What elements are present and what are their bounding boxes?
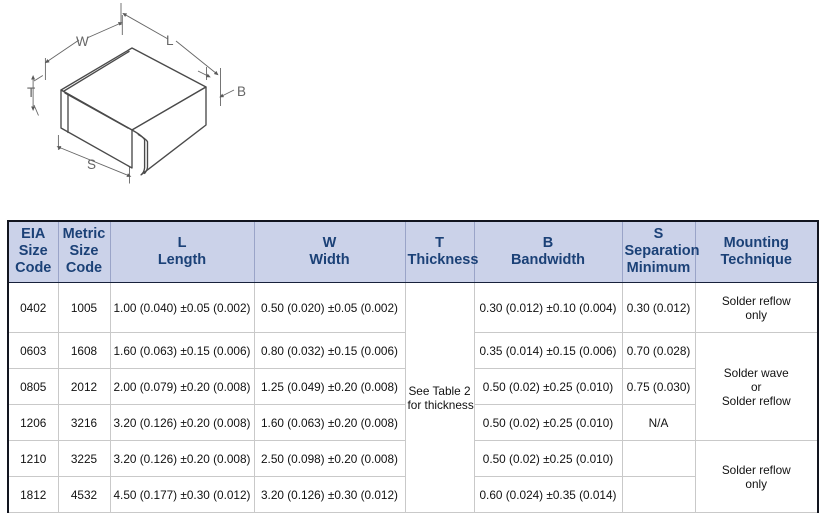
svg-text:T: T [27, 85, 35, 100]
svg-text:B: B [237, 84, 246, 99]
svg-text:S: S [87, 157, 96, 172]
svg-text:L: L [166, 33, 174, 48]
svg-text:W: W [76, 34, 89, 49]
